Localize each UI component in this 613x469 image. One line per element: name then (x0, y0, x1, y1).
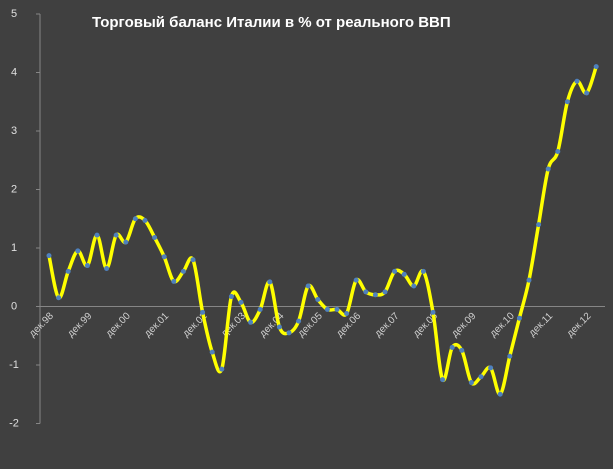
point (401, 271, 407, 277)
point (123, 239, 129, 245)
point (142, 218, 148, 224)
point (420, 268, 426, 274)
point (324, 306, 330, 312)
point (564, 99, 570, 105)
point (305, 283, 311, 289)
point (497, 391, 503, 397)
point (152, 234, 158, 240)
point (209, 349, 215, 355)
point (507, 353, 513, 359)
point (296, 318, 302, 324)
point (526, 277, 532, 283)
point (190, 257, 196, 263)
point (65, 268, 71, 274)
point (286, 330, 292, 336)
point (75, 248, 81, 254)
point (574, 78, 580, 84)
point (132, 216, 138, 222)
point (440, 377, 446, 383)
point (180, 268, 186, 274)
point (248, 319, 254, 325)
point (171, 278, 177, 284)
point (536, 222, 542, 228)
point (430, 309, 436, 315)
point (219, 366, 225, 372)
point (516, 315, 522, 321)
line (47, 66, 598, 397)
point (363, 289, 369, 295)
y-tick-label: 2 (11, 183, 17, 195)
point (84, 263, 90, 269)
point (113, 232, 119, 238)
y-tick-label: 0 (11, 300, 17, 312)
y-tick-label: -2 (9, 417, 19, 429)
point (372, 292, 378, 298)
point (478, 374, 484, 380)
point (468, 380, 474, 386)
point (228, 294, 234, 300)
point (46, 253, 52, 259)
chart-title: Торговый баланс Италии в % от реального … (92, 14, 451, 31)
point (488, 365, 494, 371)
point (56, 295, 62, 301)
point (200, 309, 206, 315)
point (411, 283, 417, 289)
y-tick-label: 3 (11, 125, 17, 137)
point (315, 296, 321, 302)
point (334, 306, 340, 312)
point (459, 347, 465, 353)
y-tick-label: 4 (11, 66, 17, 78)
point (449, 344, 455, 350)
point (353, 277, 359, 283)
point (104, 265, 110, 271)
point (267, 279, 273, 285)
point (584, 90, 590, 96)
point (593, 64, 599, 70)
point (382, 289, 388, 295)
point (344, 311, 350, 317)
point (276, 324, 282, 330)
point (545, 166, 551, 172)
y-tick-label: -1 (9, 359, 19, 371)
point (161, 254, 167, 260)
point (555, 148, 561, 154)
y-tick-label: 1 (11, 242, 17, 254)
y-tick-label: 5 (11, 8, 17, 20)
point (392, 268, 398, 274)
point (257, 306, 263, 312)
point (94, 232, 100, 238)
point (238, 299, 244, 305)
